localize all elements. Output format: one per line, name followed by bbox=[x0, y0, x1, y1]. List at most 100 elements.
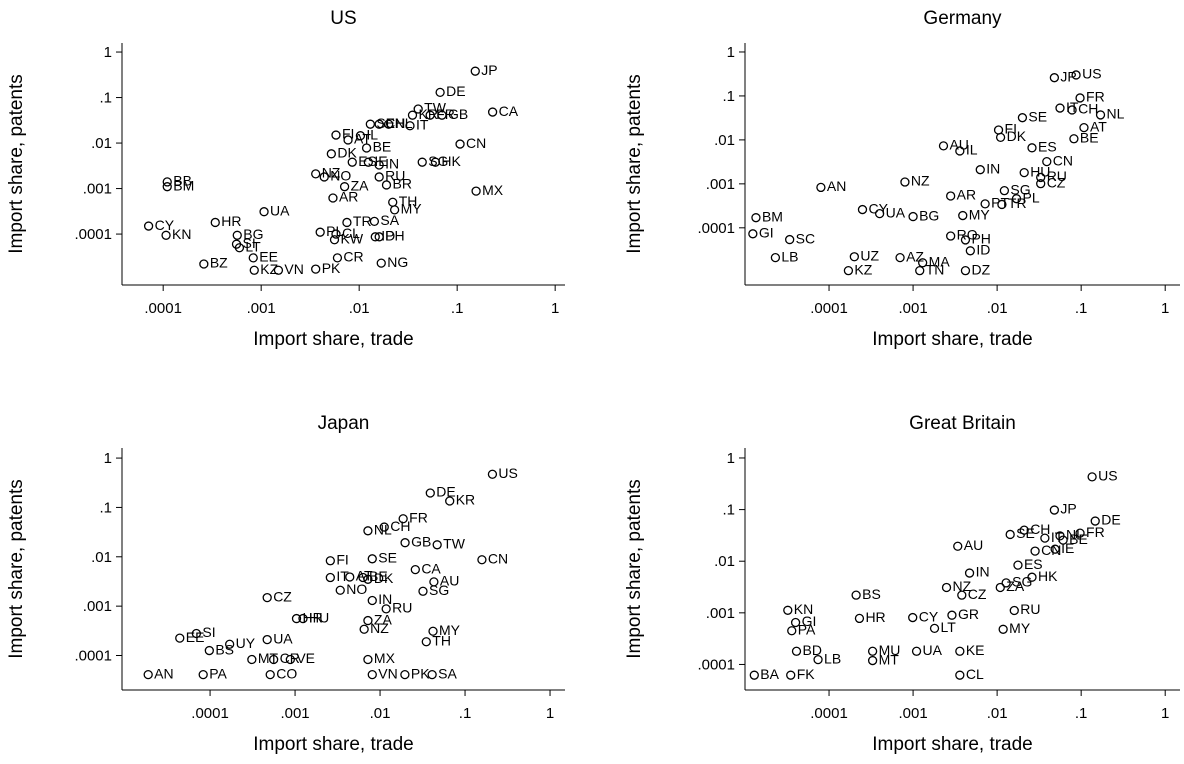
point-label: SG bbox=[1010, 181, 1030, 197]
point bbox=[342, 217, 352, 228]
point-label: FR bbox=[1086, 89, 1105, 105]
point bbox=[363, 574, 373, 584]
point bbox=[749, 670, 759, 680]
point bbox=[363, 615, 373, 626]
y-tick-label: .001 bbox=[83, 181, 112, 198]
point-label: CY bbox=[919, 608, 939, 624]
point bbox=[421, 637, 431, 647]
point-label: JP bbox=[1060, 68, 1076, 84]
y-tick-label: .01 bbox=[714, 132, 735, 149]
point bbox=[427, 669, 437, 680]
point-label: FI bbox=[336, 551, 348, 567]
y-tick-label: .1 bbox=[99, 499, 112, 516]
point-label: CR bbox=[343, 249, 363, 265]
point bbox=[425, 488, 435, 498]
point bbox=[946, 231, 956, 241]
point-label: CN bbox=[488, 550, 508, 566]
x-tick-label: .001 bbox=[247, 300, 276, 317]
point bbox=[1042, 156, 1052, 167]
point bbox=[143, 669, 153, 680]
point bbox=[175, 633, 185, 643]
point-label: CL bbox=[966, 666, 984, 682]
point-label: SE bbox=[1028, 108, 1047, 124]
point-label: GB bbox=[411, 533, 431, 549]
point bbox=[980, 199, 990, 209]
point-label: NZ bbox=[953, 578, 972, 594]
point bbox=[1075, 93, 1085, 103]
point-label: VN bbox=[378, 665, 397, 681]
point bbox=[895, 252, 905, 263]
point-label: ID bbox=[976, 241, 990, 257]
point-label: US bbox=[498, 465, 517, 481]
point-label: MY bbox=[439, 622, 461, 638]
point-label: KW bbox=[340, 230, 363, 246]
point bbox=[248, 253, 258, 263]
point bbox=[361, 143, 372, 153]
point bbox=[995, 582, 1005, 593]
point bbox=[975, 165, 985, 175]
point-label: VE bbox=[296, 650, 315, 666]
point bbox=[369, 216, 380, 227]
point bbox=[938, 141, 949, 151]
point-label: SG bbox=[428, 153, 448, 169]
point bbox=[370, 232, 380, 242]
point bbox=[1075, 528, 1085, 538]
point-label: TR bbox=[353, 213, 372, 229]
point-label: BB bbox=[173, 173, 192, 189]
point-label: DE bbox=[446, 83, 465, 99]
point bbox=[273, 265, 284, 275]
point-label: IE bbox=[1061, 540, 1074, 556]
point-label: CZ bbox=[1047, 174, 1066, 190]
point bbox=[379, 522, 389, 532]
point bbox=[1013, 560, 1023, 570]
point-label: RU bbox=[1047, 168, 1067, 184]
point-label: TH bbox=[399, 193, 418, 209]
point-label: SG bbox=[429, 582, 449, 598]
point bbox=[430, 157, 441, 167]
point-label: DE bbox=[1101, 512, 1120, 528]
point-label: KZ bbox=[854, 261, 872, 277]
point bbox=[470, 66, 480, 76]
point bbox=[857, 204, 868, 215]
point bbox=[210, 217, 220, 228]
point-label: SI bbox=[242, 235, 255, 251]
x-tick-label: .01 bbox=[370, 705, 391, 722]
y-tick-label: .001 bbox=[83, 598, 112, 615]
point-label: BG bbox=[243, 226, 263, 242]
point-label: IN bbox=[976, 564, 990, 580]
point-label: NL bbox=[1107, 106, 1125, 122]
point-label: LT bbox=[245, 238, 261, 254]
point-label: HR bbox=[221, 213, 241, 229]
point-label: HK bbox=[441, 153, 461, 169]
x-tick-label: .001 bbox=[898, 705, 927, 722]
point-label: BZ bbox=[210, 255, 228, 271]
point-label: UZ bbox=[860, 247, 879, 263]
point-label: GI bbox=[759, 225, 774, 241]
x-tick-label: .0001 bbox=[144, 300, 182, 317]
point-label: CH bbox=[385, 115, 405, 131]
point bbox=[955, 146, 965, 156]
y-tick-label: .1 bbox=[99, 90, 112, 107]
point-label: AR bbox=[339, 189, 358, 205]
x-axis-title: Import share, trade bbox=[253, 329, 414, 350]
point bbox=[405, 121, 415, 131]
point bbox=[867, 655, 878, 666]
point-label: BM bbox=[762, 208, 783, 224]
point bbox=[374, 232, 384, 242]
point-label: PH bbox=[385, 228, 404, 244]
point-label: IE bbox=[374, 153, 387, 169]
point-label: BS bbox=[215, 641, 234, 657]
point-label: NO bbox=[346, 581, 367, 597]
point bbox=[398, 514, 408, 524]
point bbox=[329, 235, 340, 245]
point-label: FR bbox=[436, 106, 455, 122]
point-label: MY bbox=[401, 201, 423, 217]
point bbox=[1050, 544, 1060, 554]
point bbox=[363, 654, 373, 665]
point-label: CL bbox=[342, 225, 360, 241]
point-label: CH bbox=[1078, 101, 1098, 117]
point bbox=[384, 119, 394, 129]
point-label: PT bbox=[991, 195, 1009, 211]
x-tick-label: .0001 bbox=[810, 705, 848, 722]
point bbox=[1005, 529, 1015, 540]
